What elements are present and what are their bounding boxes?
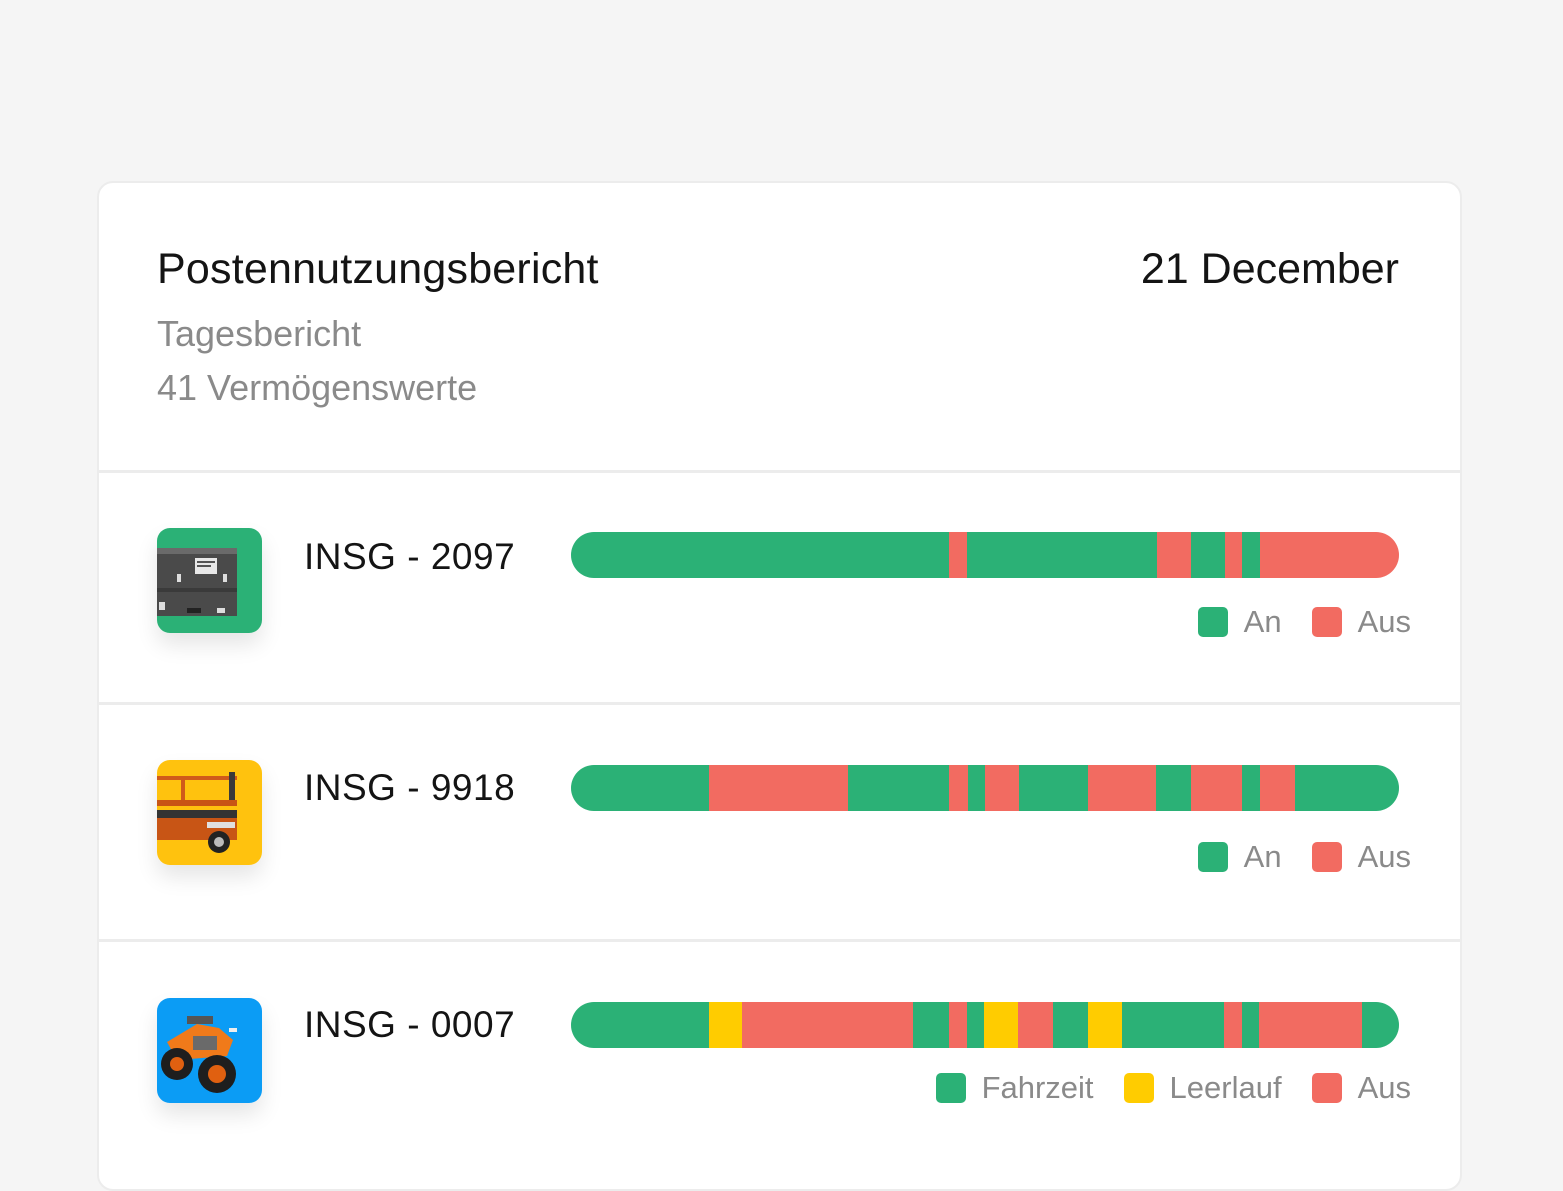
timeline-segment-on [1294,765,1399,811]
legend-item-off: Aus [1311,1070,1411,1106]
timeline-segment-on [1362,1002,1399,1048]
timeline-segment-on [1018,765,1088,811]
timeline-segment-off [1259,532,1399,578]
timeline-segment-off [1087,765,1157,811]
report-date: 21 December [1140,245,1399,293]
timeline-legend: Fahrzeit Leerlauf Aus [906,1070,1411,1106]
asset-row[interactable]: INSG - 0007 Fahrzeit Leerlauf Aus [99,942,1460,1189]
legend-swatch [1311,1073,1342,1103]
timeline-segment-on [1121,1002,1225,1048]
timeline-segment-idle [984,1002,1019,1048]
timeline-segment-idle [1087,1002,1122,1048]
timeline-segment-idle [709,1002,743,1048]
report-subtitle: Tagesbericht [157,313,362,354]
utilization-report-card: Postennutzungsbericht Tagesbericht 41 Ve… [97,181,1462,1191]
timeline-segment-off [948,532,967,578]
asset-row[interactable]: INSG - 9918 An Aus [99,705,1460,942]
report-header: Postennutzungsbericht Tagesbericht 41 Ve… [99,183,1460,473]
asset-id: INSG - 2097 [304,536,516,577]
timeline-segment-on [1242,765,1260,811]
timeline-segment-off [949,765,968,811]
report-title: Postennutzungsbericht [157,245,599,293]
legend-swatch [1311,842,1342,872]
legend-item-off: Aus [1311,604,1411,640]
generator-icon [157,528,262,633]
timeline-legend: An Aus [1168,839,1411,875]
legend-item-off: Aus [1311,839,1411,875]
timeline-segment-on [912,1002,949,1048]
timeline-segment-off [1157,532,1192,578]
asset-id: INSG - 0007 [304,1004,516,1045]
timeline-segment-on [571,1002,710,1048]
timeline-segment-on [847,765,950,811]
timeline-segment-on [966,1002,985,1048]
legend-label: An [1243,604,1282,639]
legend-swatch [1197,842,1228,872]
timeline-segment-off [1018,1002,1053,1048]
legend-swatch [935,1073,966,1103]
legend-label: Leerlauf [1169,1070,1282,1105]
legend-item-on: Fahrzeit [935,1070,1094,1106]
timeline-segment-off [1225,532,1243,578]
legend-item-idle: Leerlauf [1123,1070,1282,1106]
legend-label: Aus [1357,839,1411,874]
timeline-segment-off [1258,1002,1363,1048]
timeline-segment-on [1242,532,1260,578]
usage-timeline-bar [571,1002,1399,1048]
scissor-lift-icon [157,760,262,865]
timeline-legend: An Aus [1168,604,1411,640]
legend-swatch [1197,607,1228,637]
timeline-segment-on [966,532,1158,578]
legend-label: An [1243,839,1282,874]
timeline-segment-off [742,1002,913,1048]
atv-icon [157,998,262,1103]
timeline-segment-on [1191,532,1226,578]
legend-item-on: An [1197,604,1282,640]
timeline-segment-off [709,765,848,811]
asset-row[interactable]: INSG - 2097 An Aus [99,470,1460,705]
timeline-segment-on [1156,765,1192,811]
timeline-segment-off [984,765,1019,811]
legend-swatch [1311,607,1342,637]
timeline-segment-off [948,1002,967,1048]
usage-timeline-bar [571,765,1399,811]
timeline-segment-off [1224,1002,1242,1048]
legend-swatch [1123,1073,1154,1103]
usage-timeline-bar [571,532,1399,578]
timeline-segment-off [1259,765,1295,811]
timeline-segment-off [1191,765,1243,811]
asset-count: 41 Vermögenswerte [157,367,478,408]
timeline-segment-on [1241,1002,1259,1048]
timeline-segment-on [1052,1002,1088,1048]
timeline-segment-on [967,765,985,811]
asset-id: INSG - 9918 [304,767,516,808]
legend-label: Aus [1357,604,1411,639]
timeline-segment-on [571,532,949,578]
legend-label: Fahrzeit [981,1070,1094,1105]
timeline-segment-on [571,765,710,811]
legend-item-on: An [1197,839,1282,875]
legend-label: Aus [1357,1070,1411,1105]
